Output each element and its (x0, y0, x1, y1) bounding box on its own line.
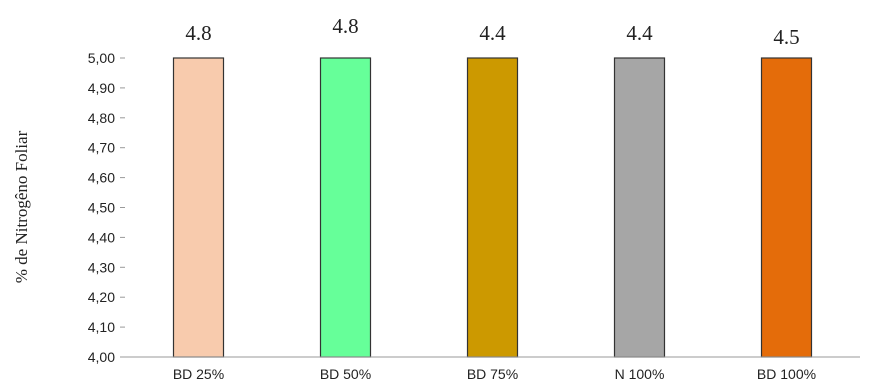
y-tick-label: 4,00 (88, 349, 115, 365)
x-category-label: BD 25% (173, 366, 224, 382)
bar-data-label: 4.4 (626, 21, 653, 45)
bars-group (172, 57, 813, 358)
bar-data-label: 4.8 (332, 14, 358, 38)
y-tick-label: 4,10 (88, 319, 115, 335)
bar-bd-75 (466, 57, 519, 358)
y-tick-label: 4,20 (88, 289, 115, 305)
x-category-label: BD 50% (320, 366, 371, 382)
y-tick-label: 4,80 (88, 110, 115, 126)
bar-n-100 (613, 57, 666, 358)
y-tick-label: 4,90 (88, 80, 115, 96)
y-tick-label: 4,60 (88, 170, 115, 186)
bar-data-label: 4.5 (773, 25, 799, 49)
bar-data-label: 4.4 (479, 21, 506, 45)
y-tick-label: 5,00 (88, 50, 115, 66)
y-tick-label: 4,30 (88, 259, 115, 275)
x-category-label: BD 75% (467, 366, 518, 382)
bar-bd-25 (172, 57, 225, 358)
y-tick-label: 4,40 (88, 229, 115, 245)
bar-bd-100 (760, 57, 813, 358)
category-labels: BD 25% BD 50% BD 75% N 100% BD 100% (173, 366, 816, 382)
bar-bd-50 (319, 57, 372, 358)
x-category-label: BD 100% (757, 366, 816, 382)
x-category-label: N 100% (615, 366, 665, 382)
bar-data-label: 4.8 (185, 21, 211, 45)
y-tick-label: 4,70 (88, 140, 115, 156)
y-axis-ticks: 4,00 4,10 4,20 4,30 4,40 4,50 4,60 4,70 4,80 4,90… (88, 50, 125, 365)
y-axis-title: % de Nitrogêno Foliar (12, 130, 31, 283)
data-labels-group: 4.8 4.8 4.4 4.4 4.5 (185, 14, 799, 49)
y-tick-label: 4,50 (88, 200, 115, 216)
